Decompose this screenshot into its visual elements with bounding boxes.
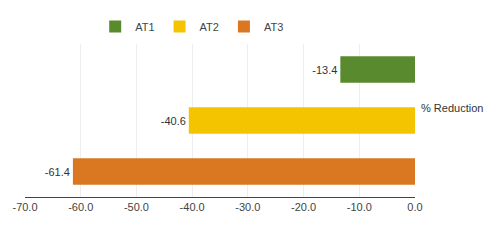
svg-text:-70.0: -70.0	[12, 201, 37, 213]
svg-text:-60.0: -60.0	[68, 201, 93, 213]
svg-text:-10.0: -10.0	[347, 201, 372, 213]
svg-text:AT3: AT3	[264, 21, 283, 33]
svg-text:-50.0: -50.0	[124, 201, 149, 213]
svg-text:-13.4: -13.4	[312, 64, 337, 76]
svg-text:AT1: AT1	[135, 21, 154, 33]
svg-text:-40.6: -40.6	[161, 115, 186, 127]
svg-text:% Reduction: % Reduction	[421, 102, 483, 114]
svg-text:-20.0: -20.0	[291, 201, 316, 213]
svg-text:-40.0: -40.0	[180, 201, 205, 213]
svg-text:-30.0: -30.0	[235, 201, 260, 213]
svg-text:-61.4: -61.4	[45, 166, 70, 178]
svg-text:AT2: AT2	[200, 21, 219, 33]
svg-text:0.0: 0.0	[407, 201, 422, 213]
